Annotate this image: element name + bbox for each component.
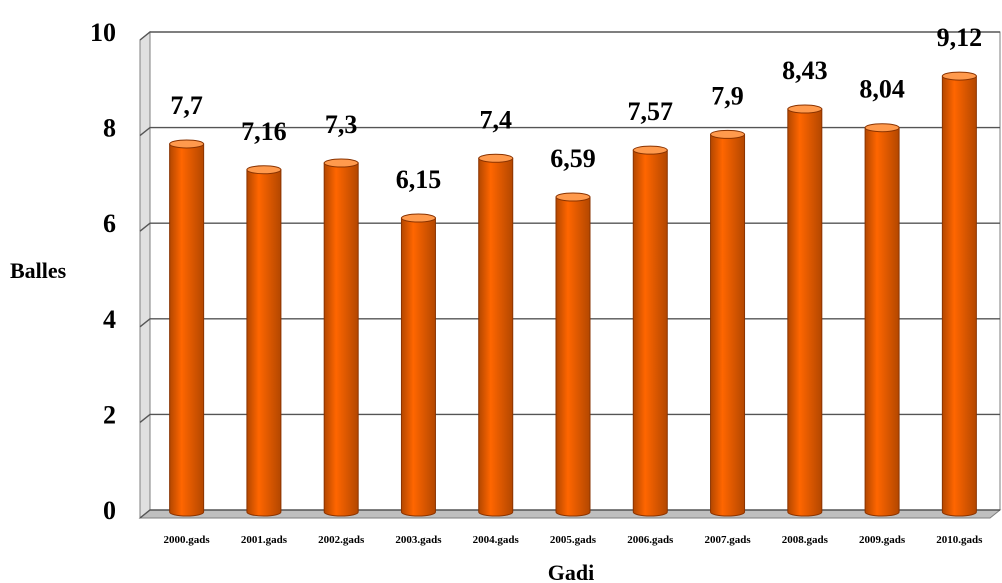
data-label: 7,7 (170, 91, 203, 120)
bar-body (941, 75, 977, 517)
gridline (139, 31, 1000, 41)
bar-body (478, 157, 514, 517)
y-axis-label: Balles (10, 258, 67, 283)
bar-top (555, 192, 591, 202)
bar (169, 139, 205, 517)
bar-body (323, 162, 359, 517)
y-tick-label: 6 (103, 209, 116, 238)
bar (555, 192, 591, 517)
x-tick-label: 2006.gads (627, 534, 674, 546)
bar (246, 165, 282, 517)
bar (323, 158, 359, 517)
data-label: 7,4 (479, 105, 512, 134)
bar (710, 129, 746, 517)
y-tick-label: 10 (90, 18, 116, 47)
bar-top (246, 165, 282, 175)
bar (478, 153, 514, 517)
data-labels: 7,7 7,16 7,3 6,15 7,4 6,59 7,57 7,9 8,43 8,04 9,12 (170, 23, 982, 194)
bar-top (169, 139, 205, 149)
x-axis-label: Gadi (548, 560, 594, 583)
x-tick-label: 2000.gads (164, 534, 211, 546)
x-tick-label: 2008.gads (782, 534, 829, 546)
data-label: 7,16 (241, 117, 287, 146)
bars (169, 71, 977, 517)
bar-body (864, 127, 900, 517)
bar (787, 104, 823, 517)
bar-top (941, 71, 977, 81)
x-tick-label: 2003.gads (395, 534, 442, 546)
data-label: 7,57 (628, 97, 674, 126)
bar (400, 213, 436, 517)
bar-top (400, 213, 436, 223)
x-axis-ticks: 2000.gads 2001.gads 2002.gads 2003.gads 2004… (164, 534, 984, 546)
y-tick-label: 4 (103, 305, 116, 334)
bar-body (632, 149, 668, 517)
bar-top (787, 104, 823, 114)
bar (864, 123, 900, 517)
data-label: 6,15 (396, 165, 442, 194)
x-tick-label: 2007.gads (704, 534, 751, 546)
bar-body (246, 169, 282, 517)
x-tick-label: 2001.gads (241, 534, 288, 546)
y-tick-label: 0 (103, 496, 116, 525)
data-label: 9,12 (937, 23, 983, 52)
bar (632, 145, 668, 517)
side-wall (139, 30, 151, 520)
y-tick-label: 2 (103, 400, 116, 429)
gridline (139, 126, 1000, 137)
bar (941, 71, 977, 517)
data-label: 7,9 (711, 81, 744, 110)
data-label: 6,59 (550, 144, 596, 173)
data-label: 8,04 (859, 75, 905, 104)
bar-body (400, 217, 436, 517)
data-label: 7,3 (325, 110, 358, 139)
bar-body (710, 133, 746, 517)
data-label: 8,43 (782, 56, 828, 85)
x-tick-label: 2002.gads (318, 534, 365, 546)
bar-top (864, 123, 900, 133)
y-axis-ticks: 0 2 4 6 8 10 (90, 18, 116, 525)
y-tick-label: 8 (103, 114, 116, 143)
bar-body (169, 143, 205, 517)
x-tick-label: 2005.gads (550, 534, 597, 546)
bar-top (632, 145, 668, 155)
bar-body (787, 108, 823, 517)
x-tick-label: 2009.gads (859, 534, 906, 546)
x-tick-label: 2004.gads (473, 534, 520, 546)
bar-top (710, 129, 746, 139)
bar-body (555, 196, 591, 517)
bar-top (323, 158, 359, 168)
x-tick-label: 2010.gads (936, 534, 983, 546)
bar-top (478, 153, 514, 163)
